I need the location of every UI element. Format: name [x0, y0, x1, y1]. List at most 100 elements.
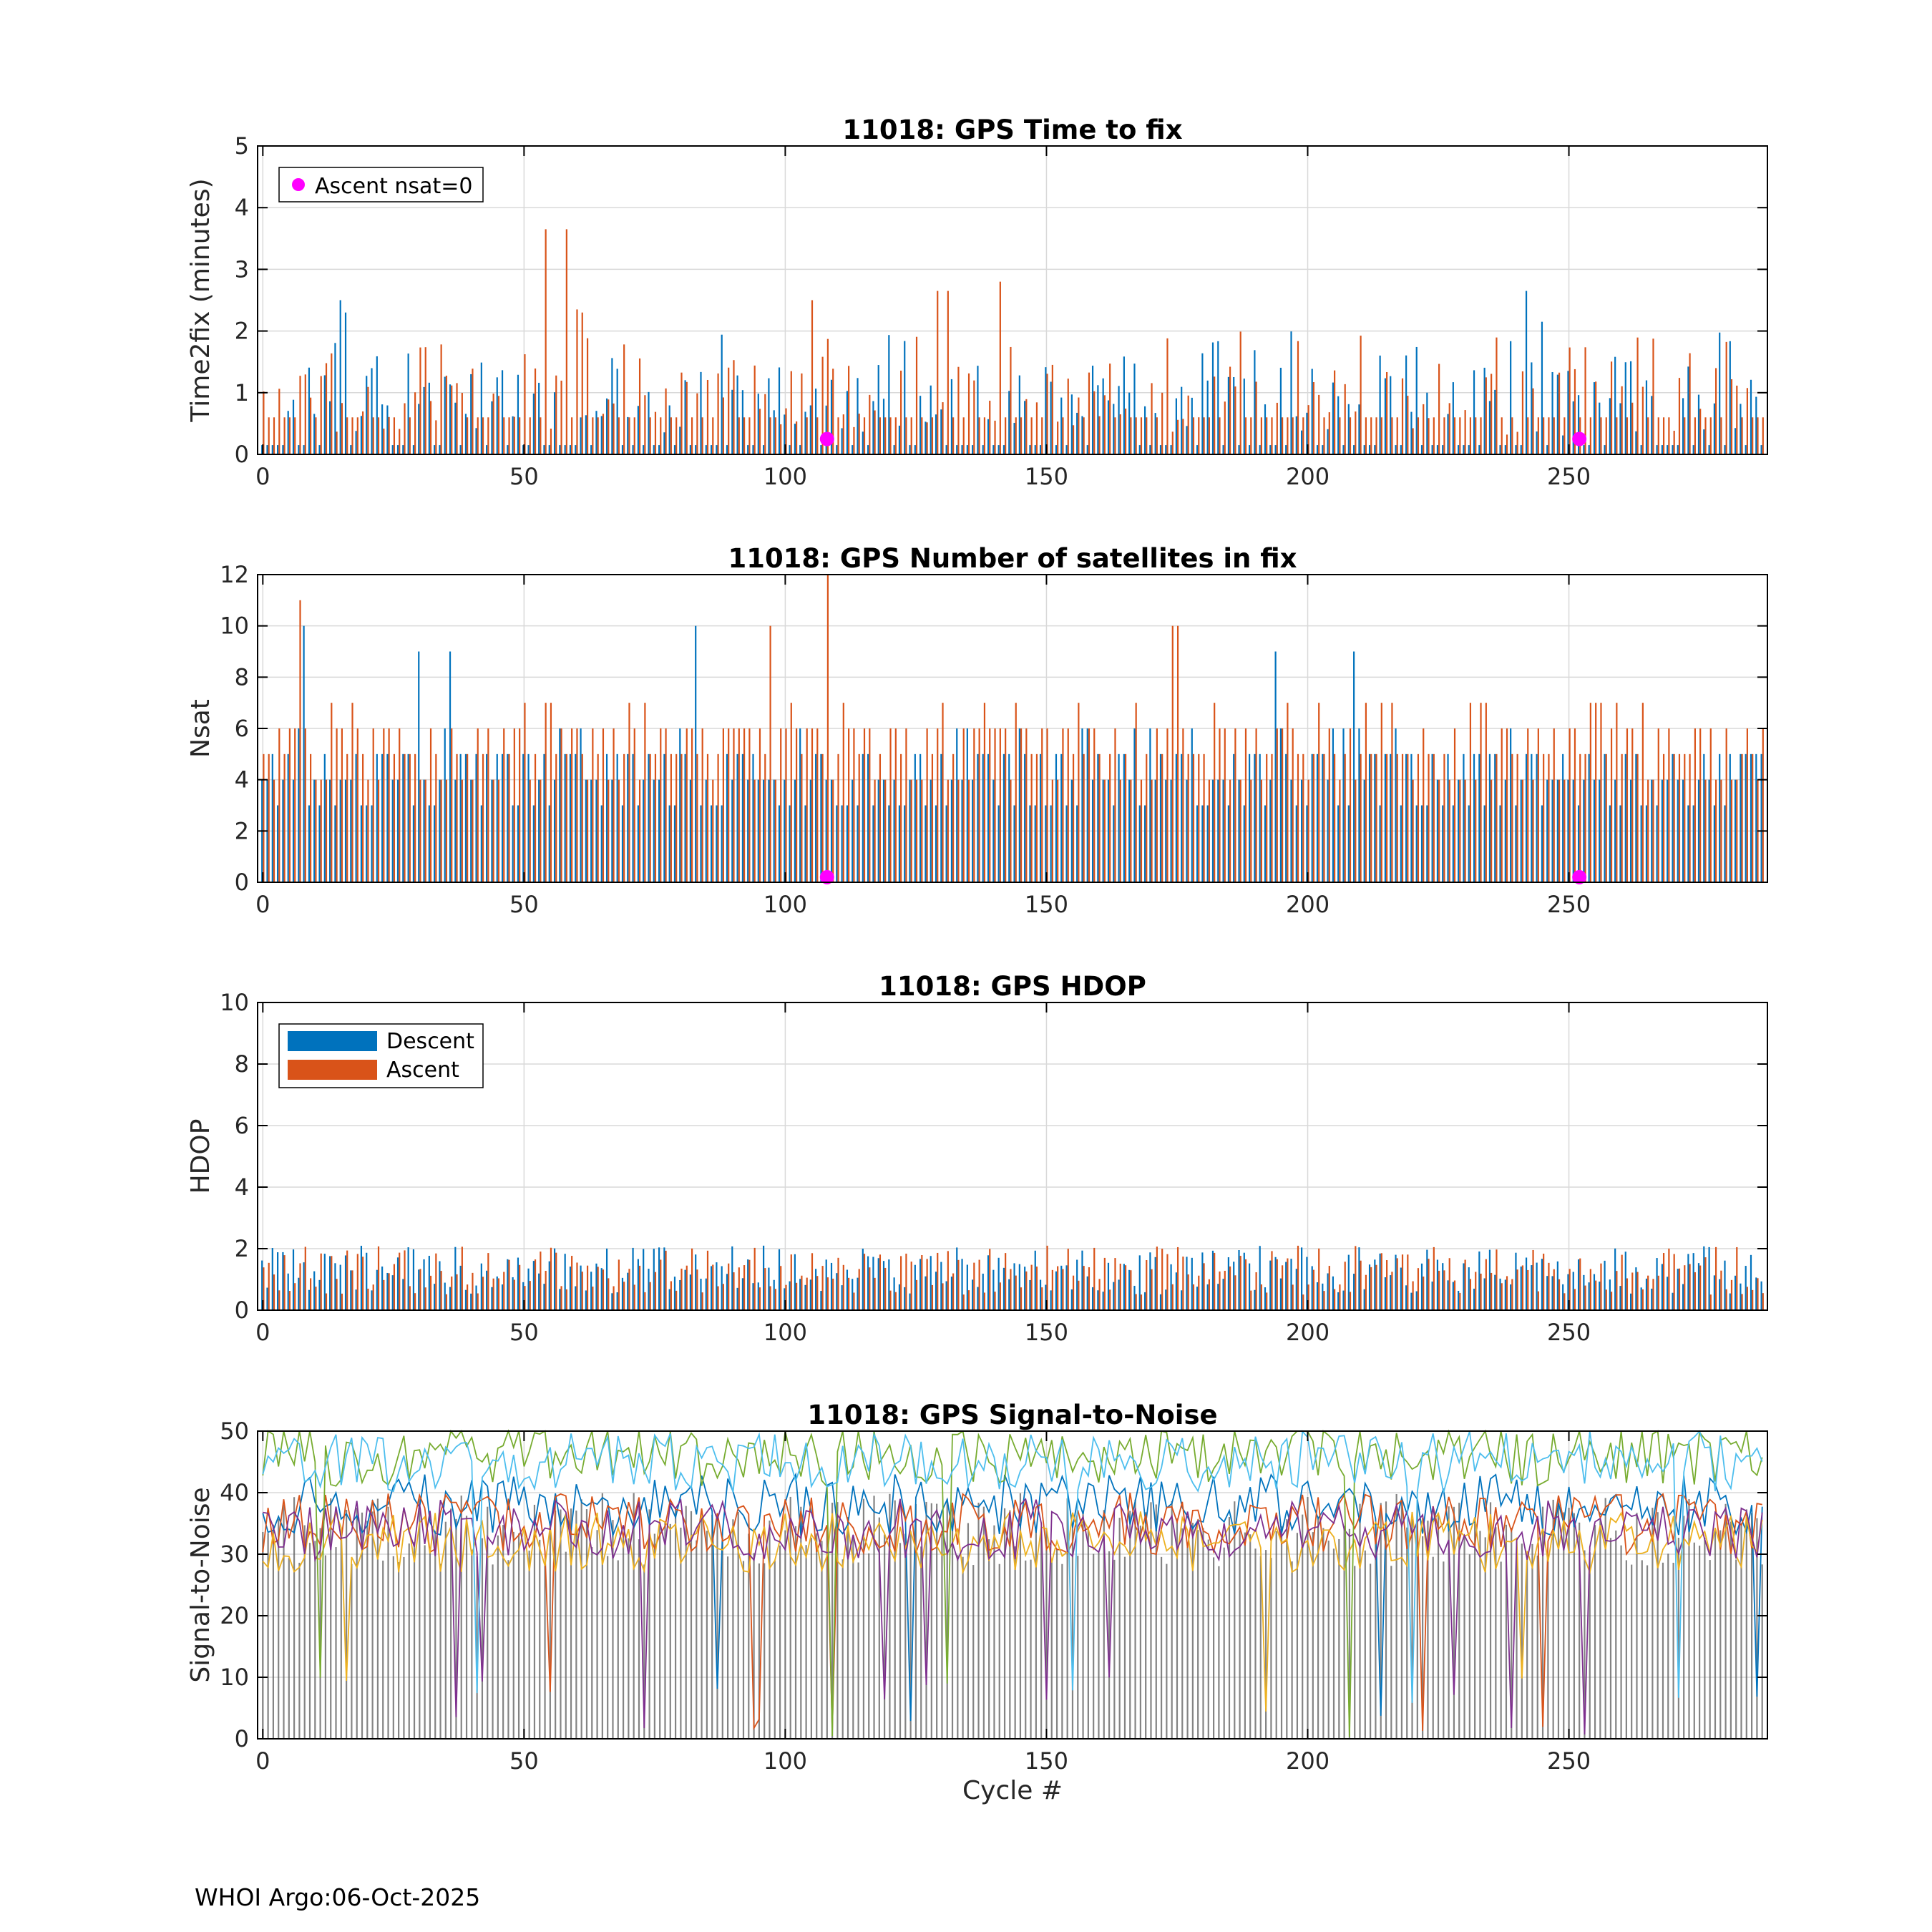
bar-ascent [1020, 728, 1023, 882]
bar-descent [1745, 445, 1747, 454]
snr-bar [528, 1551, 530, 1739]
y-tick-label: 6 [235, 1112, 249, 1139]
bar-descent [940, 1262, 942, 1310]
bar-ascent [1589, 703, 1591, 882]
bar-ascent [1260, 779, 1262, 882]
bar-ascent [900, 370, 902, 454]
bar-ascent [680, 753, 683, 882]
bar-ascent [1652, 779, 1654, 882]
bar-descent [1217, 1284, 1219, 1310]
snr-bar [278, 1518, 280, 1739]
bar-descent [1243, 1252, 1245, 1310]
bar-descent [711, 805, 713, 882]
bar-ascent [989, 728, 991, 882]
snr-bar [1495, 1527, 1497, 1739]
bar-descent [1301, 430, 1303, 454]
bar-ascent [1067, 1249, 1069, 1310]
bar-ascent [1360, 336, 1362, 454]
bar-descent [643, 445, 645, 454]
bar-ascent [472, 369, 474, 454]
bar-descent [700, 805, 702, 882]
bar-ascent [660, 728, 662, 882]
bar-ascent [565, 1289, 567, 1310]
bar-descent [1431, 753, 1433, 882]
bar-descent [789, 445, 791, 454]
bar-descent [1290, 779, 1292, 882]
x-tick-label: 50 [509, 891, 539, 918]
bar-ascent [1433, 753, 1435, 882]
bar-descent [1577, 1259, 1580, 1310]
bar-ascent [1349, 728, 1352, 882]
bar-descent [1358, 404, 1360, 454]
bar-ascent [1684, 417, 1686, 454]
bar-descent [1358, 728, 1360, 882]
bar-ascent [796, 728, 798, 882]
bar-descent [1536, 753, 1538, 882]
bar-ascent [1678, 378, 1681, 454]
bar-descent [507, 753, 509, 882]
bar-descent [277, 1252, 279, 1310]
legend-swatch [288, 1031, 377, 1051]
bar-ascent [1485, 1259, 1487, 1310]
bar-ascent [1203, 1263, 1205, 1310]
bar-descent [1279, 728, 1282, 882]
snr-bar [1511, 1528, 1513, 1739]
bar-descent [1740, 753, 1742, 882]
bar-descent [653, 445, 655, 454]
bar-ascent [278, 389, 280, 454]
bar-descent [930, 385, 932, 454]
bar-ascent [1093, 391, 1096, 454]
bar-ascent [1412, 779, 1414, 882]
bar-ascent [1506, 1276, 1508, 1310]
bar-descent [945, 1281, 947, 1310]
bar-descent [809, 405, 811, 454]
bar-descent [575, 445, 577, 454]
snr-bar [690, 1511, 693, 1739]
bar-descent [412, 805, 415, 882]
bar-descent [569, 445, 572, 454]
bar-ascent [1752, 753, 1754, 882]
bar-descent [444, 1282, 446, 1310]
bar-ascent [1443, 753, 1445, 882]
y-tick-label: 30 [220, 1541, 249, 1568]
bar-descent [997, 1257, 1000, 1310]
bar-descent [1274, 651, 1277, 882]
snr-bar [1370, 1563, 1372, 1739]
bar-ascent [837, 753, 839, 882]
bar-ascent [497, 396, 500, 454]
bar-descent [1609, 805, 1611, 882]
bar-descent [1196, 1287, 1199, 1310]
snr-bar [1181, 1528, 1184, 1739]
bar-ascent [560, 380, 562, 454]
bar-descent [773, 779, 775, 882]
bar-descent [841, 1285, 843, 1310]
bar-ascent [409, 1286, 411, 1310]
bar-descent [1065, 805, 1068, 882]
bar-descent [1390, 1275, 1392, 1310]
bar-descent [1191, 1257, 1193, 1310]
bar-descent [266, 445, 268, 454]
bar-descent [423, 1259, 425, 1310]
bar-ascent [383, 1279, 385, 1310]
chart-marks [261, 229, 1764, 454]
bar-ascent [780, 728, 782, 882]
bar-ascent [503, 1272, 505, 1310]
bar-descent [1154, 779, 1156, 882]
bar-ascent [1239, 331, 1241, 454]
bar-descent [1629, 361, 1632, 454]
bar-ascent [1631, 1272, 1634, 1310]
bar-descent [548, 445, 550, 454]
bar-descent [1102, 779, 1104, 882]
bar-descent [1254, 1289, 1256, 1310]
bar-ascent [1532, 1249, 1534, 1310]
bar-ascent [769, 625, 771, 882]
bar-descent [308, 367, 311, 454]
bar-ascent [1297, 1245, 1299, 1310]
bar-descent [1128, 779, 1131, 882]
bar-ascent [842, 414, 844, 454]
bar-descent [1123, 1264, 1125, 1310]
bar-descent [679, 728, 681, 882]
bar-descent [1368, 445, 1371, 454]
bar-descent [852, 1279, 854, 1310]
snr-bar [1724, 1503, 1727, 1739]
